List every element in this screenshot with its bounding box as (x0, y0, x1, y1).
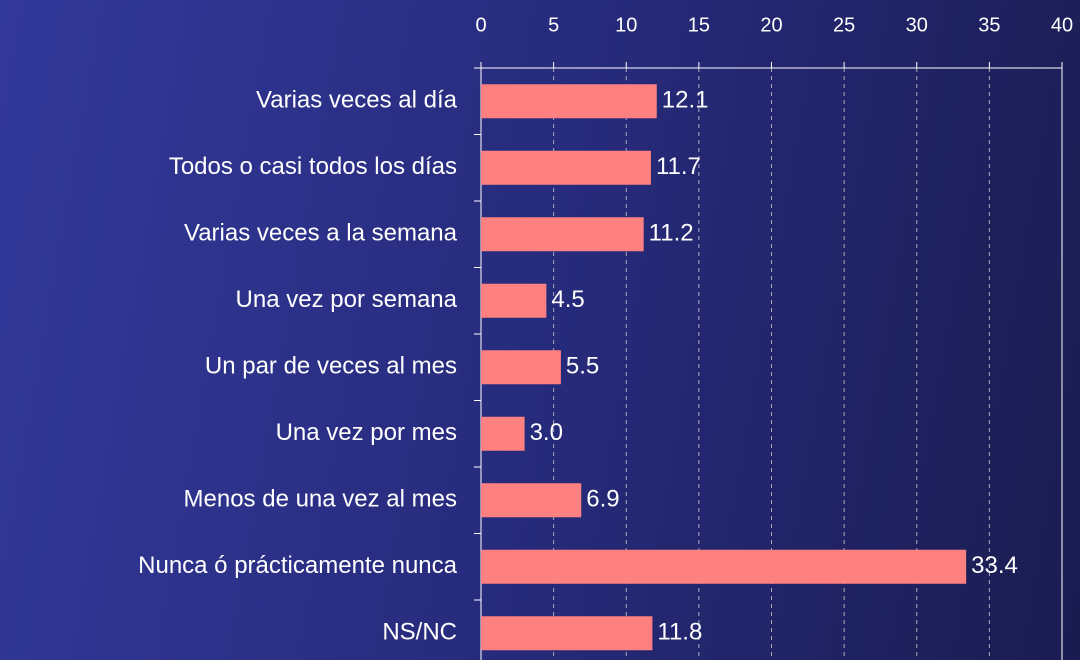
data-label: 11.8 (657, 619, 702, 646)
bar (481, 616, 653, 651)
y-tick-label: NS/NC (382, 619, 457, 646)
data-label: 11.2 (649, 220, 694, 247)
bar (481, 350, 561, 385)
bar (481, 150, 651, 185)
x-tick-label: 10 (615, 14, 637, 36)
data-label: 3.0 (530, 419, 563, 446)
y-tick-label: Un par de veces al mes (205, 353, 457, 380)
data-label: 6.9 (586, 486, 619, 513)
x-tick-label: 30 (906, 14, 928, 36)
x-tick-label: 25 (833, 14, 855, 36)
bar (481, 283, 547, 318)
x-tick-label: 35 (978, 14, 1000, 36)
bar (481, 483, 582, 518)
x-tick-label: 5 (548, 14, 559, 36)
data-label: 4.5 (551, 286, 584, 313)
data-label: 11.7 (656, 153, 701, 180)
bar (481, 217, 644, 252)
bar (481, 549, 967, 584)
y-tick-label: Una vez por semana (236, 286, 458, 313)
x-tick-label: 40 (1051, 14, 1073, 36)
y-tick-label: Nunca ó prácticamente nunca (138, 552, 458, 579)
x-tick-label: 20 (760, 14, 782, 36)
bar (481, 84, 657, 119)
data-label: 5.5 (566, 353, 599, 380)
x-tick-label: 0 (475, 14, 486, 36)
y-tick-label: Varias veces a la semana (184, 220, 458, 247)
x-tick-label: 15 (688, 14, 710, 36)
y-tick-label: Menos de una vez al mes (184, 486, 457, 513)
data-label: 12.1 (662, 87, 709, 114)
data-label: 33.4 (971, 552, 1018, 579)
y-tick-label: Una vez por mes (276, 419, 457, 446)
y-tick-label: Todos o casi todos los días (169, 153, 457, 180)
bar (481, 416, 525, 451)
y-tick-label: Varias veces al día (256, 87, 458, 114)
